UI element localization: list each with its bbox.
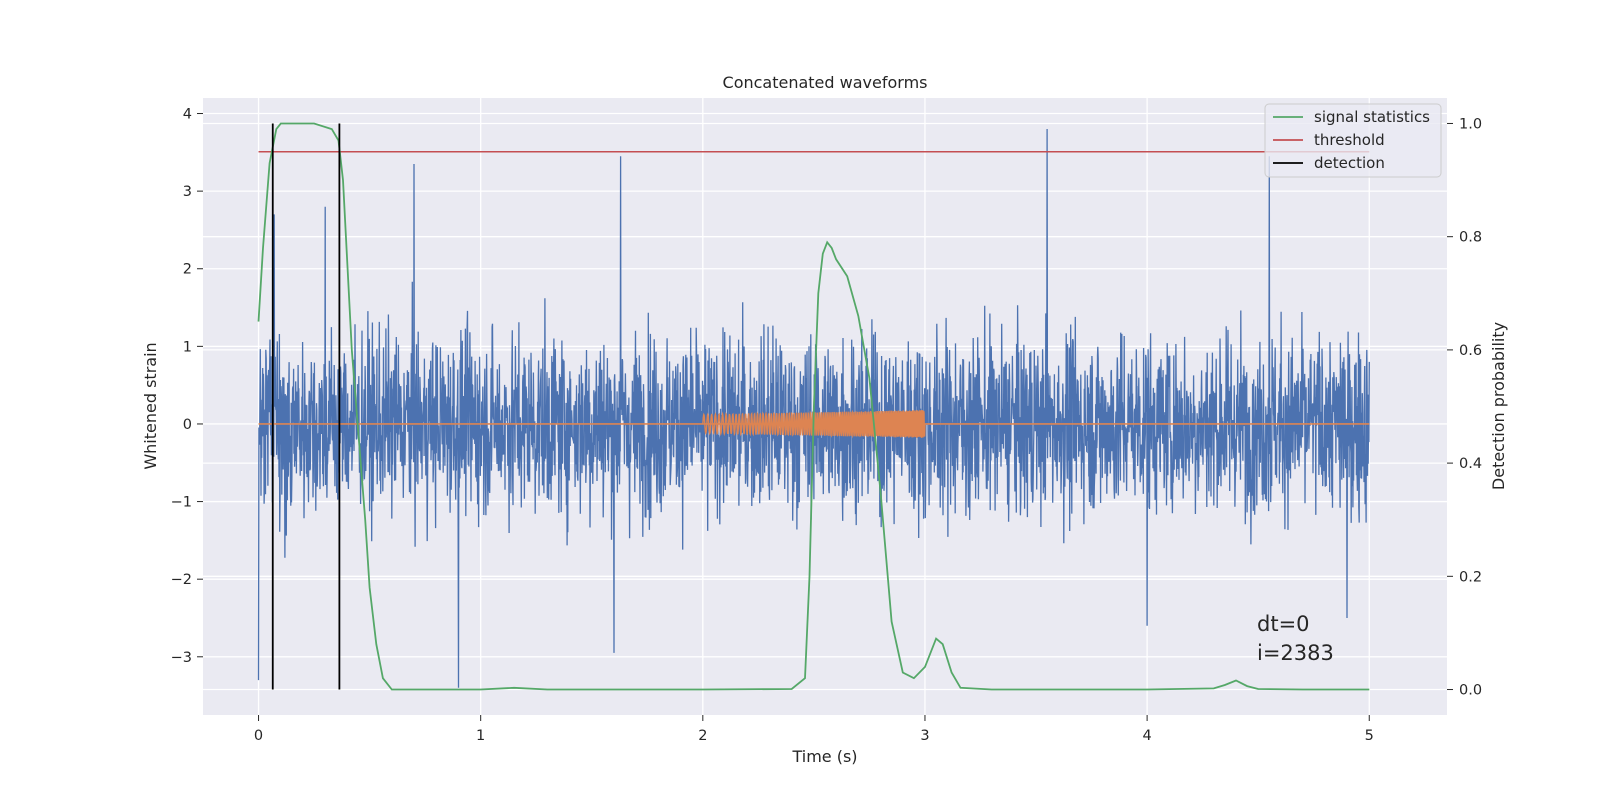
y-tick-label-left: −2 xyxy=(171,572,192,588)
y-tick-label-right: 0.0 xyxy=(1459,683,1482,699)
y-tick-label-left: 3 xyxy=(183,184,192,200)
y-tick-label-right: 0.6 xyxy=(1459,343,1482,359)
y-tick-label-left: 2 xyxy=(183,262,192,278)
y-tick-label-left: −3 xyxy=(171,650,192,666)
y-tick-label-right: 1.0 xyxy=(1459,116,1482,132)
y-axis-label-left: Whitened strain xyxy=(141,342,160,469)
legend: signal statistics threshold detection xyxy=(1264,103,1442,178)
x-tick-label: 4 xyxy=(1142,728,1151,744)
x-tick-label: 3 xyxy=(920,728,929,744)
annotation-index: i=2383 xyxy=(1257,641,1334,665)
plot-series xyxy=(257,122,1370,691)
y-tick-label-right: 0.2 xyxy=(1459,569,1482,585)
chart-title: Concatenated waveforms xyxy=(723,73,928,92)
x-tick-label: 2 xyxy=(698,728,707,744)
x-tick-label: 0 xyxy=(254,728,263,744)
annotation-dt: dt=0 xyxy=(1257,612,1310,636)
grid-lines xyxy=(203,98,1447,715)
x-axis-label: Time (s) xyxy=(791,747,857,766)
signal-statistics-line xyxy=(257,122,1370,691)
legend-label-threshold: threshold xyxy=(1314,131,1385,149)
y-tick-label-left: 0 xyxy=(183,417,192,433)
legend-label-detection: detection xyxy=(1314,154,1385,172)
y-tick-label-right: 0.8 xyxy=(1459,230,1482,246)
x-tick-label: 1 xyxy=(476,728,485,744)
x-tick-label: 5 xyxy=(1365,728,1374,744)
legend-label-signal-statistics: signal statistics xyxy=(1314,108,1430,126)
legend-box xyxy=(1264,103,1442,178)
y-tick-label-left: 1 xyxy=(183,339,192,355)
y-tick-label-right: 0.4 xyxy=(1459,456,1482,472)
strain-series-line xyxy=(257,128,1370,688)
y-axis-label-right: Detection probability xyxy=(1489,322,1508,490)
y-tick-label-left: −1 xyxy=(171,495,192,511)
y-tick-label-left: 4 xyxy=(183,107,192,123)
detection-lines xyxy=(271,123,341,690)
axis-ticks: 0 1 2 3 4 5 −3 −2 −1 0 1 2 3 4 0.0 0.2 0.4 0.6 0.8 1.0 xyxy=(171,107,1482,744)
